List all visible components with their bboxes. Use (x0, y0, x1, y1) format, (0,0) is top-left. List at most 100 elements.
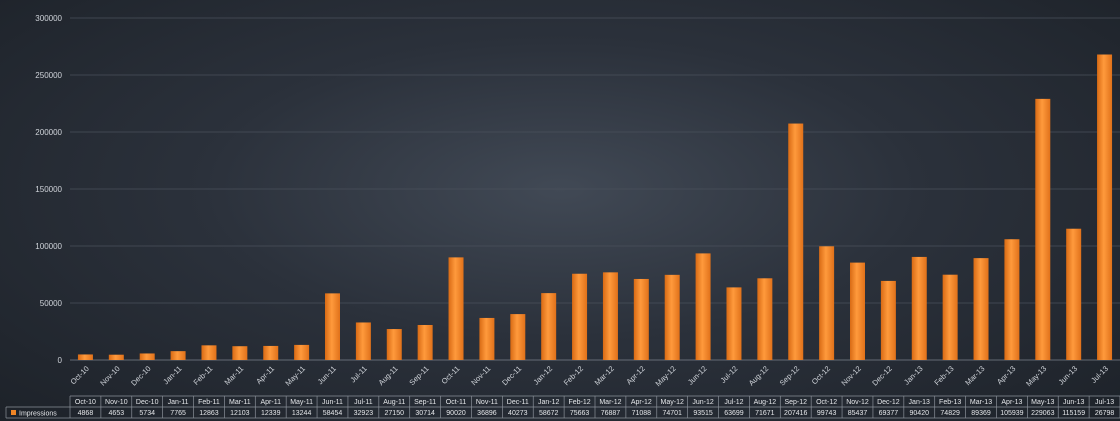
x-tick-label: Jun-13 (1057, 364, 1080, 387)
x-tick-label: Mar-12 (593, 364, 616, 387)
bar (448, 257, 464, 360)
x-tick-label: Dec-10 (129, 364, 152, 387)
bar (911, 256, 927, 360)
table-value-cell: 30714 (415, 410, 435, 417)
x-tick-label: Jan-11 (161, 364, 183, 386)
table-value-cell: 89369 (971, 410, 991, 417)
table-header-cell: Jan-13 (909, 399, 931, 406)
x-tick-label: Jul-11 (348, 364, 368, 384)
bar (479, 317, 495, 360)
bar (417, 324, 433, 360)
bar (602, 272, 618, 360)
table-value-cell: 75663 (570, 410, 590, 417)
bar (572, 273, 588, 360)
table-value-cell: 36896 (477, 410, 497, 417)
table-header-cell: May-11 (290, 399, 313, 406)
legend-swatch (11, 410, 16, 415)
bar (757, 278, 773, 360)
bar (788, 123, 804, 360)
table-value-cell: 40273 (508, 410, 528, 417)
y-tick-label: 0 (58, 356, 63, 365)
table-header-cell: Mar-11 (229, 399, 251, 406)
x-tick-label: Jul-12 (719, 364, 740, 385)
table-value-cell: 58672 (539, 410, 559, 417)
x-tick-label: Aug-11 (377, 364, 400, 387)
table-header-cell: Jan-12 (538, 399, 560, 406)
table-value-cell: 13244 (292, 410, 312, 417)
table-header-cell: Mar-12 (599, 399, 621, 406)
table-value-cell: 74829 (940, 410, 960, 417)
x-tick-label: Jun-12 (686, 364, 709, 387)
x-tick-label: Feb-13 (932, 364, 955, 387)
x-tick-label: Dec-12 (870, 364, 893, 387)
bar (232, 346, 248, 360)
x-tick-label: Oct-10 (69, 364, 91, 386)
table-value-cell: 12863 (199, 410, 219, 417)
table-value-cell: 229063 (1031, 410, 1054, 417)
x-tick-label: Jan-13 (902, 364, 925, 387)
table-value-cell: 4868 (78, 410, 94, 417)
table-header-cell: Aug-11 (383, 399, 405, 406)
x-tick-label: Apr-12 (624, 364, 646, 386)
bar (1035, 98, 1051, 361)
y-axis: 0 50000 100000 150000 200000 250000 300000 (35, 14, 62, 365)
x-tick-label: Feb-12 (562, 364, 585, 387)
table-header-cell: Nov-12 (846, 399, 869, 406)
bar (973, 258, 989, 360)
x-tick-label: Nov-12 (839, 364, 862, 387)
x-tick-label: Apr-13 (995, 364, 1017, 386)
table-value-cell: 90420 (910, 410, 930, 417)
table-value-cell: 7765 (170, 410, 186, 417)
bar (294, 344, 310, 360)
table-header-cell: Dec-10 (136, 399, 159, 406)
bar (201, 345, 217, 360)
x-tick-label: May-12 (654, 364, 678, 388)
x-tick-label: Mar-11 (222, 364, 245, 387)
table-value-cell: 4653 (109, 410, 125, 417)
gridlines (70, 17, 1120, 361)
table-value-cell: 5734 (139, 410, 155, 417)
y-tick-label: 50000 (40, 299, 63, 308)
table-value-cell: 105939 (1000, 410, 1023, 417)
x-tick-label: Jan-12 (532, 364, 555, 387)
bar (170, 351, 186, 360)
bar (139, 353, 155, 360)
x-tick-label: Dec-11 (500, 364, 523, 387)
table-value-cell: 93515 (693, 410, 713, 417)
table-header-cell: Jul-12 (724, 399, 743, 406)
x-tick-label: Mar-13 (963, 364, 986, 387)
y-tick-label: 250000 (35, 71, 62, 80)
bars (77, 54, 1113, 361)
bar (1097, 54, 1113, 360)
table-header-cell: Feb-11 (198, 399, 220, 406)
table-header-cell: Apr-12 (631, 399, 652, 406)
table-value-cell: 85437 (848, 410, 868, 417)
table-value-cell: 27150 (385, 410, 405, 417)
table-header-cell: Dec-12 (877, 399, 900, 406)
x-tick-label: Sep-12 (778, 364, 801, 387)
table-header-cell: May-13 (1031, 399, 1054, 406)
bar (942, 274, 958, 360)
bar (386, 329, 402, 360)
bar (664, 274, 680, 360)
bar (695, 253, 711, 360)
table-value-cell: 32923 (354, 410, 374, 417)
table-header-cell: Jul-13 (1095, 399, 1114, 406)
table-header-cell: Sep-11 (414, 399, 436, 406)
x-tick-label: Oct-11 (440, 364, 462, 386)
x-tick-label: Feb-11 (192, 364, 215, 387)
table-value-cell: 71088 (632, 410, 652, 417)
table-header-cell: Feb-12 (568, 399, 590, 406)
table-value-cell: 76887 (601, 410, 621, 417)
x-axis: Oct-10 Nov-10 Dec-10 Jan-11 Feb-11 Mar-11 Apr-… (69, 364, 1110, 388)
table-value-cell: 12103 (230, 410, 250, 417)
table-header-cell: Feb-13 (939, 399, 961, 406)
x-tick-label: Jun-11 (316, 364, 338, 386)
table-value-cell: 207416 (784, 410, 807, 417)
table-header-cell: Jun-13 (1063, 399, 1085, 406)
table-header-cell: Mar-13 (970, 399, 992, 406)
x-tick-label: Sep-11 (407, 364, 430, 387)
bar (108, 354, 124, 360)
x-tick-label: Apr-11 (254, 364, 276, 386)
table-header-cell: Sep-12 (784, 399, 807, 406)
